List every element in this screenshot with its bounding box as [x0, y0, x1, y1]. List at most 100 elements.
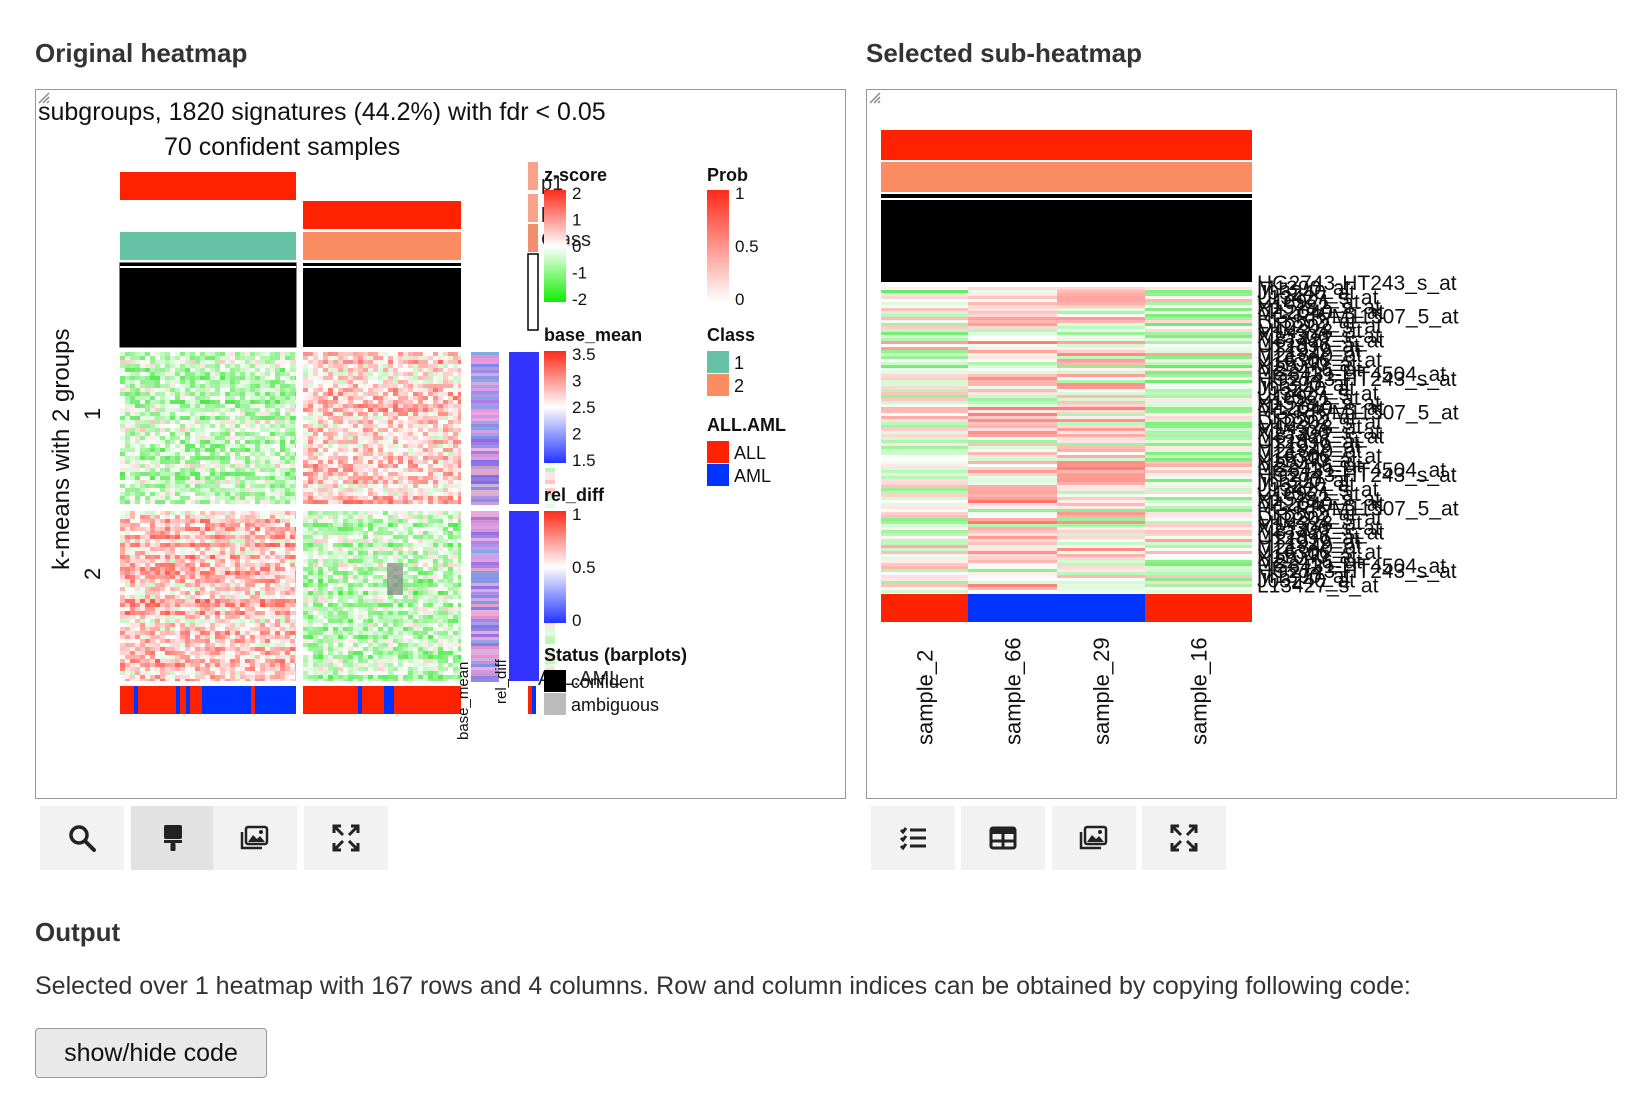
expand-sub-button[interactable]: [1142, 806, 1226, 870]
row-label: X11040_at: [1257, 546, 1357, 569]
row-label: U16306_s_at: [1257, 349, 1382, 372]
class-item-1: 1: [734, 353, 744, 373]
row-label: HG-RR/M11507_5_at: [1257, 498, 1459, 521]
output-description: Selected over 1 heatmap with 167 rows an…: [35, 972, 1411, 1000]
row-label: X11040_at: [1257, 354, 1357, 377]
search-icon: [69, 825, 96, 852]
search-button[interactable]: [40, 806, 124, 870]
show-table-button[interactable]: [961, 806, 1045, 870]
column-label: sample_66: [1001, 637, 1026, 745]
class-annotation-group1: [120, 232, 296, 260]
row-label: X15482_s_at: [1257, 488, 1381, 511]
row-label: M1390_at: [1257, 469, 1351, 492]
heatmap-heading-line2: 70 confident samples: [164, 133, 400, 161]
resize-handle-icon[interactable]: [36, 90, 50, 104]
image-icon: [1079, 825, 1108, 850]
status-legend-title: Status (barplots): [544, 645, 687, 665]
row-label: M1390_at: [1257, 277, 1351, 300]
expand-icon: [332, 824, 360, 852]
prob-annotation-group2: [303, 201, 461, 229]
row-label: M21840_at: [1257, 536, 1362, 559]
right-panel-title: Selected sub-heatmap: [866, 38, 1142, 68]
selection-box[interactable]: [387, 563, 403, 595]
overlap-prob-col: [528, 162, 538, 190]
main-heatmap-body[interactable]: [120, 352, 461, 681]
row-label: HG-RR/M11507_5_at: [1257, 402, 1459, 425]
reldiff-legend-title: rel_diff: [544, 485, 605, 505]
image-icon: [240, 825, 269, 850]
show-rows-button[interactable]: [871, 806, 955, 870]
basemean-colorbar: [544, 351, 566, 463]
original-heatmap-panel[interactable]: subgroups, 1820 signatures (44.2%) with …: [35, 89, 846, 799]
row-label: M14328_at: [1257, 416, 1362, 439]
row-label: U16306_s_at: [1257, 541, 1382, 564]
row-label: HT1919_at: [1257, 339, 1361, 362]
zscore-legend-ticks: 210-1-2: [566, 184, 587, 309]
left-panel-title: Original heatmap: [35, 38, 248, 68]
row-label: J03240_at: [1257, 282, 1355, 305]
overlap-text-p1: p1: [541, 173, 563, 195]
row-label: M12040_s_at: [1257, 301, 1384, 324]
row-label: U16306_s_at: [1257, 445, 1382, 468]
row-label: HT1919_at: [1257, 531, 1361, 554]
row-label: L13427_s_at: [1257, 286, 1379, 309]
row-label: L13852_at: [1257, 310, 1356, 333]
heatmap-heading-line1: subgroups, 1820 signatures (44.2%) with …: [38, 98, 606, 126]
basemean-legend-title: base_mean: [544, 325, 642, 345]
sub-all-aml-annotation: [881, 594, 1252, 622]
row-label: HG2743-HT243_s_at: [1257, 560, 1457, 583]
row-label: J03240_at: [1257, 378, 1355, 401]
row-label: U16921_at: [1257, 387, 1360, 410]
original-heatmap-canvas[interactable]: subgroups, 1820 signatures (44.2%) with …: [36, 90, 846, 799]
table-icon: [989, 826, 1017, 850]
status-swatch-ambiguous: [544, 693, 566, 715]
prob-legend-title: Prob: [707, 165, 748, 185]
overlap-status-col: [528, 224, 538, 252]
row-label: U12896_at: [1257, 526, 1360, 549]
status-item-ambiguous: ambiguous: [571, 695, 659, 715]
row-label: M1390_at: [1257, 565, 1351, 588]
row-label: L13427_s_at: [1257, 478, 1379, 501]
row-group-2-label: 2: [80, 568, 105, 580]
row-label: D10202_s_at: [1257, 315, 1382, 338]
save-sub-image-button[interactable]: [1052, 806, 1136, 870]
all-aml-annotation-bar: [120, 686, 536, 714]
list-icon: [899, 827, 926, 851]
status-item-confident: confident: [571, 672, 644, 692]
status-annotation-group2: [303, 263, 461, 347]
base-mean-annotation: [471, 352, 499, 682]
brush-button[interactable]: [131, 806, 215, 870]
sub-heatmap-body[interactable]: [881, 287, 1252, 593]
row-label: M22416_at: [1257, 550, 1362, 573]
show-hide-code-button[interactable]: show/hide code: [35, 1028, 267, 1078]
prob-colorbar: [707, 190, 729, 302]
sub-heatmap-column-labels: sample_2 sample_66 sample_29 sample_16: [913, 637, 1212, 745]
row-label: M12040_s_at: [1257, 397, 1384, 420]
column-label: sample_29: [1089, 637, 1114, 745]
row-label: HG2743-HT243_s_at: [1257, 368, 1457, 391]
allaml-swatch-all: [707, 441, 729, 463]
class-annotation-group2: [303, 232, 461, 260]
prob-annotation-group1: [120, 172, 296, 200]
row-label: HT1919_at: [1257, 435, 1361, 458]
row-label: J03240_at: [1257, 474, 1355, 497]
row-label: X15306_s_at: [1257, 421, 1381, 444]
sub-heatmap-canvas[interactable]: HG2743-HT243_s_atM1390_atJ03240_atL13427…: [867, 90, 1617, 799]
resize-handle-icon[interactable]: [867, 90, 881, 104]
expand-button[interactable]: [304, 806, 388, 870]
class-swatch-2: [707, 374, 729, 396]
allaml-swatch-aml: [707, 464, 729, 486]
class-item-2: 2: [734, 376, 744, 396]
save-image-button[interactable]: [213, 806, 297, 870]
sub-status-annotation: [881, 194, 1252, 282]
row-label: M21840_at: [1257, 440, 1362, 463]
allaml-item-all: ALL: [734, 443, 766, 463]
rel-diff-annotation-2: [509, 511, 539, 681]
row-label: U12896_at: [1257, 334, 1360, 357]
reldiff-legend-ticks: 10.50: [566, 505, 596, 630]
base-mean-label: base_mean: [455, 662, 472, 740]
sub-heatmap-panel[interactable]: HG2743-HT243_s_at M1390_at J03240_at L13427…: [866, 89, 1617, 799]
rel-diff-annotation-1: [509, 352, 539, 504]
column-label: sample_16: [1187, 637, 1212, 745]
output-title: Output: [35, 917, 121, 947]
